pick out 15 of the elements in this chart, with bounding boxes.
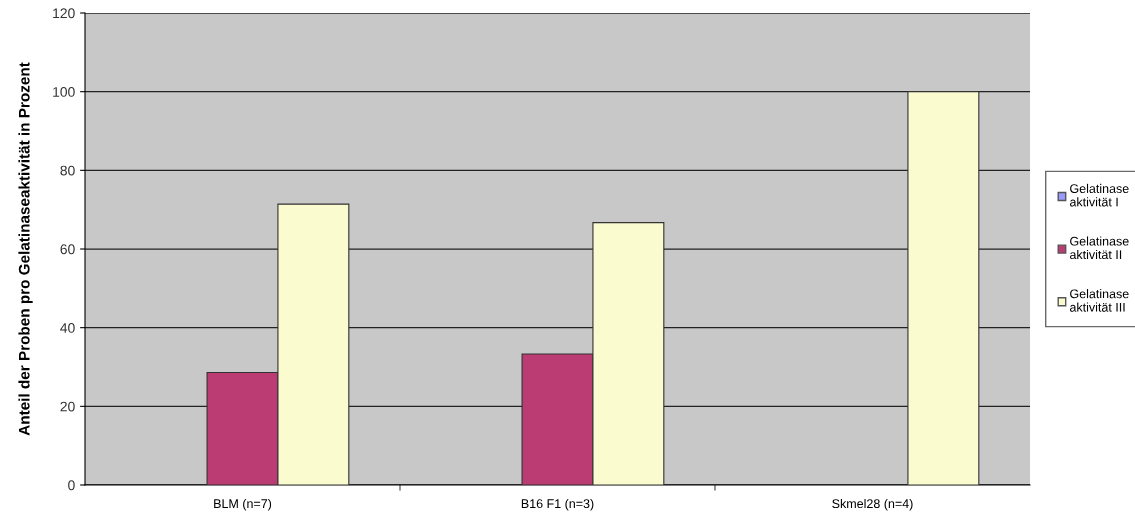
x-tick-label: BLM (n=7) (214, 498, 272, 511)
y-axis-title: Anteil der Proben pro Gelatinaseaktivität in Prozent (18, 62, 33, 436)
y-tick-label: 40 (60, 323, 75, 333)
legend-label: Gelatinase aktivität III (1069, 289, 1129, 312)
y-tick-label: 120 (53, 8, 75, 19)
y-tick-label: 0 (68, 480, 75, 491)
x-tick-label: B16 F1 (n=3) (521, 498, 594, 511)
bar (907, 91, 980, 485)
y-tick-label: 20 (60, 401, 75, 412)
y-tick-label: 100 (53, 87, 75, 97)
y-tick-label: 80 (60, 165, 75, 176)
x-tick-label: Skmel28 (n=4) (832, 498, 913, 511)
legend-label: Gelatinase aktivität II (1069, 236, 1129, 260)
legend-label: Gelatinase aktivität I (1069, 183, 1129, 207)
y-tick-label: 60 (60, 244, 75, 255)
